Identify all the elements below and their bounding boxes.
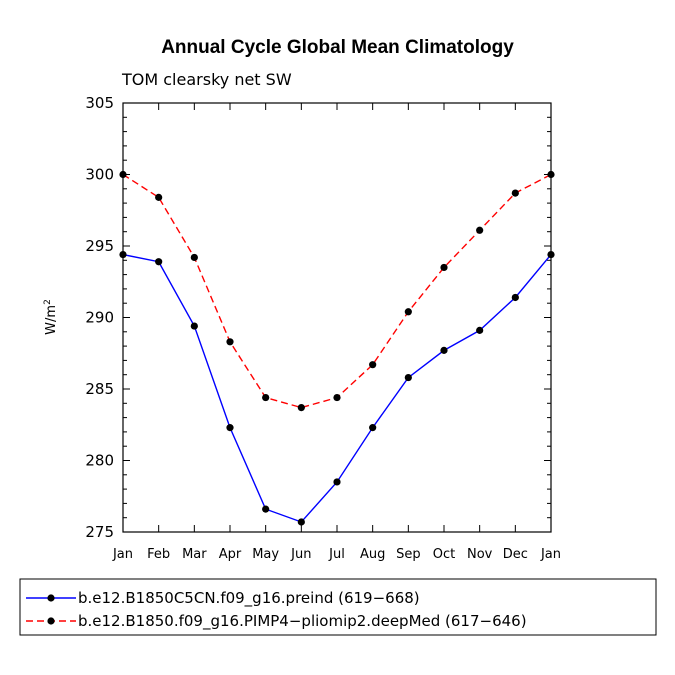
series-2-point <box>440 263 448 272</box>
x-tick-label: Dec <box>503 547 528 562</box>
series-1-point <box>297 518 305 526</box>
x-tick-label: Jun <box>290 547 311 562</box>
chart-title: Annual Cycle Global Mean Climatology <box>161 37 514 58</box>
series-2-point <box>369 361 377 369</box>
x-tick-label: May <box>252 547 279 562</box>
series-1-point <box>190 322 198 330</box>
series-1-point <box>476 326 484 334</box>
plot-frame <box>122 102 552 533</box>
x-tick-label: Apr <box>219 547 242 562</box>
x-tick-label: Mar <box>182 547 207 562</box>
series-2-point <box>190 253 198 262</box>
series-2-point <box>511 189 519 197</box>
x-tick-label: Jan <box>540 547 561 562</box>
chart-subtitle: TOM clearsky net SW <box>121 70 292 89</box>
series-1-point <box>226 424 234 432</box>
series-1-point <box>511 293 519 302</box>
series-1-point <box>155 258 163 266</box>
x-tick-label: Nov <box>467 547 493 562</box>
series-1-point <box>262 505 270 513</box>
series-2-point <box>297 403 305 412</box>
series-2-point <box>476 226 484 234</box>
series-layer <box>119 170 555 526</box>
legend: b.e12.B1850C5CN.f09_g16.preind (619−668)… <box>19 578 657 636</box>
series-2-line <box>122 173 552 409</box>
legend-marker-1 <box>47 594 55 602</box>
x-tick-label: Oct <box>433 547 455 562</box>
x-tick-label: Feb <box>147 547 170 562</box>
legend-marker-2 <box>47 617 55 625</box>
series-1-point <box>404 373 412 382</box>
y-axis-label-unit: W/m <box>44 305 59 335</box>
series-2-point <box>226 338 234 346</box>
y-axis-label: W/m2 <box>43 299 59 335</box>
y-tick-label: 290 <box>85 309 114 327</box>
y-tick-label: 285 <box>85 380 114 398</box>
x-tick-label: Jul <box>328 547 345 562</box>
x-tick-label: Sep <box>396 547 421 562</box>
series-2-point <box>262 393 270 402</box>
y-tick-label: 305 <box>85 94 114 112</box>
series-2-point <box>404 308 412 316</box>
series-1-point <box>440 346 448 354</box>
series-2-point <box>547 170 555 179</box>
legend-label-2: b.e12.B1850.f09_g16.PIMP4−pliomip2.deepM… <box>78 612 527 631</box>
y-tick-label: 275 <box>85 523 114 541</box>
series-1-point <box>547 250 555 259</box>
series-1-point <box>369 424 377 432</box>
legend-box <box>19 578 657 636</box>
series-1-point <box>333 478 341 486</box>
x-tick-label: Aug <box>360 547 385 562</box>
series-2-point <box>119 170 127 179</box>
x-tick-label: Jan <box>112 547 133 562</box>
y-axis-label-superscript: 2 <box>43 299 53 305</box>
legend-label-1: b.e12.B1850C5CN.f09_g16.preind (619−668) <box>78 589 420 608</box>
series-2-point <box>333 393 341 402</box>
y-tick-label: 280 <box>85 452 114 470</box>
plot-axes: 275 280 285 290 295 300 305 Jan Feb Mar Apr May Jun J… <box>85 94 561 562</box>
y-tick-label: 300 <box>85 166 114 184</box>
y-tick-label: 295 <box>85 237 114 255</box>
series-2-point <box>155 193 163 201</box>
series-1-point <box>119 250 127 259</box>
